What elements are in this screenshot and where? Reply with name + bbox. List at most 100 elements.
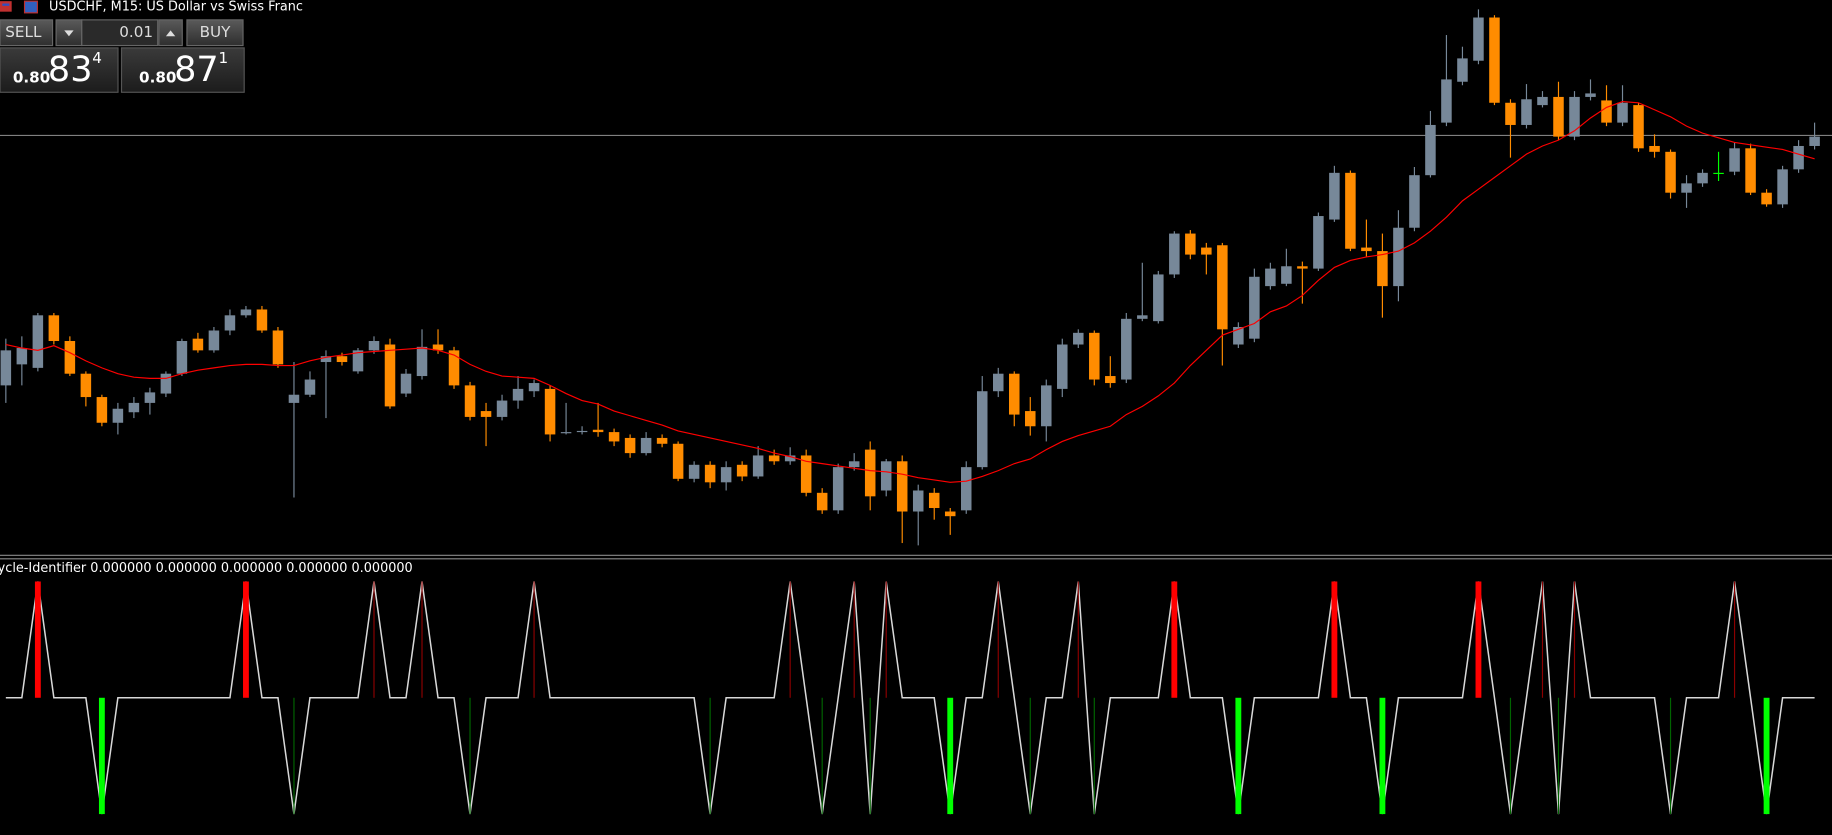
ask-box[interactable] [120, 47, 245, 93]
flag-icon [23, 0, 38, 14]
candle-body [1441, 79, 1452, 123]
candle-body [912, 490, 924, 512]
cycle-bar [1733, 581, 1736, 698]
cycle-bar [1093, 697, 1095, 815]
candle-body [416, 346, 428, 377]
cycle-bar [421, 581, 423, 698]
cycle-bar [821, 697, 823, 815]
candle-body [80, 373, 92, 398]
candle-body [1665, 151, 1676, 193]
candle-body [992, 373, 1004, 392]
moving-average-line [5, 101, 1815, 483]
candle-body [864, 449, 876, 497]
ask-prefix: 0.80 [139, 69, 176, 87]
candle-body [1329, 172, 1340, 220]
candle-body [1489, 17, 1500, 103]
cycle-bar [1509, 697, 1512, 815]
symbol-icons [0, 0, 38, 14]
candle-body [656, 437, 668, 444]
candle-body [1265, 268, 1276, 287]
bid-prefix: 0.80 [13, 69, 50, 87]
candle-body [1681, 183, 1692, 193]
chart-title: USDCHF, M15: US Dollar vs Swiss Franc [49, 0, 303, 15]
cycle-bar [293, 697, 295, 815]
cycle-bar [997, 581, 999, 698]
candle-body [576, 430, 588, 433]
candle-body [608, 432, 620, 442]
candle-body [1089, 332, 1100, 380]
candle-body [1057, 344, 1068, 389]
candle-body [640, 437, 652, 454]
candle-body [1297, 266, 1308, 269]
candle-body [432, 344, 444, 351]
candle-body [1457, 58, 1468, 82]
lot-value[interactable]: 0.01 [119, 23, 153, 41]
buy-label[interactable]: BUY [200, 23, 232, 41]
cycle-bar [885, 581, 887, 698]
buy-button[interactable] [186, 19, 244, 47]
candle-body [848, 461, 860, 468]
candle-body [496, 400, 508, 417]
candle-body [1585, 93, 1596, 97]
candle-body [0, 350, 12, 386]
candle-body [1377, 251, 1388, 287]
candle-body [832, 467, 844, 511]
cycle-bar [1763, 697, 1770, 815]
cycle-bar [789, 581, 791, 698]
cycle-bar [34, 581, 41, 698]
chart-layer [0, 9, 1832, 815]
candle-body [1521, 99, 1532, 125]
candle-body [112, 408, 124, 423]
cycle-bar [98, 697, 105, 815]
candle-body [816, 492, 828, 511]
sell-label[interactable]: SELL [5, 23, 42, 41]
candle-body [528, 383, 540, 392]
cycle-bar [533, 581, 535, 698]
cycle-bar [1669, 697, 1672, 815]
candle-body [1393, 227, 1404, 287]
cycle-bar [243, 581, 249, 698]
candle-body [64, 341, 76, 374]
candle-body [1313, 216, 1324, 269]
candle-body [1169, 233, 1180, 275]
candle-body [1361, 247, 1372, 252]
ask-big-digits: 87 [174, 49, 219, 90]
candle-body [1281, 266, 1292, 284]
sell-button[interactable] [0, 19, 54, 47]
cycle-bar [1029, 697, 1031, 815]
candle-body [32, 315, 44, 368]
candle-body [1217, 245, 1228, 330]
candle-body [1601, 100, 1612, 123]
bid-box[interactable] [0, 47, 119, 93]
candle-body [1569, 96, 1580, 137]
cycle-bar [1235, 697, 1242, 815]
candle-body [1617, 102, 1628, 123]
candle-body [960, 467, 972, 511]
candle-body [1249, 276, 1260, 339]
candle-body [1649, 145, 1660, 152]
candle-body [800, 455, 812, 493]
candle-body [304, 379, 316, 395]
candle-body [1025, 411, 1036, 427]
candle-body [1553, 96, 1564, 137]
candle-body [320, 356, 332, 363]
candle-body [976, 391, 988, 468]
candle-body [784, 455, 796, 462]
down-arrow [64, 30, 74, 37]
candle-body [1473, 17, 1484, 61]
candle-body [720, 467, 732, 483]
candle-body [1121, 318, 1132, 380]
candle-body [480, 411, 492, 417]
up-arrow [165, 30, 176, 37]
candle-body [240, 309, 252, 316]
candle-body [1697, 172, 1708, 184]
candle-body [1409, 175, 1420, 228]
candle-body [368, 341, 380, 351]
ask-small-digit: 1 [218, 49, 228, 67]
candle-body [1633, 105, 1644, 149]
candle-body [176, 341, 188, 374]
candle-body [1505, 102, 1516, 125]
candle-body [1537, 96, 1548, 106]
lot-field[interactable] [81, 19, 159, 47]
